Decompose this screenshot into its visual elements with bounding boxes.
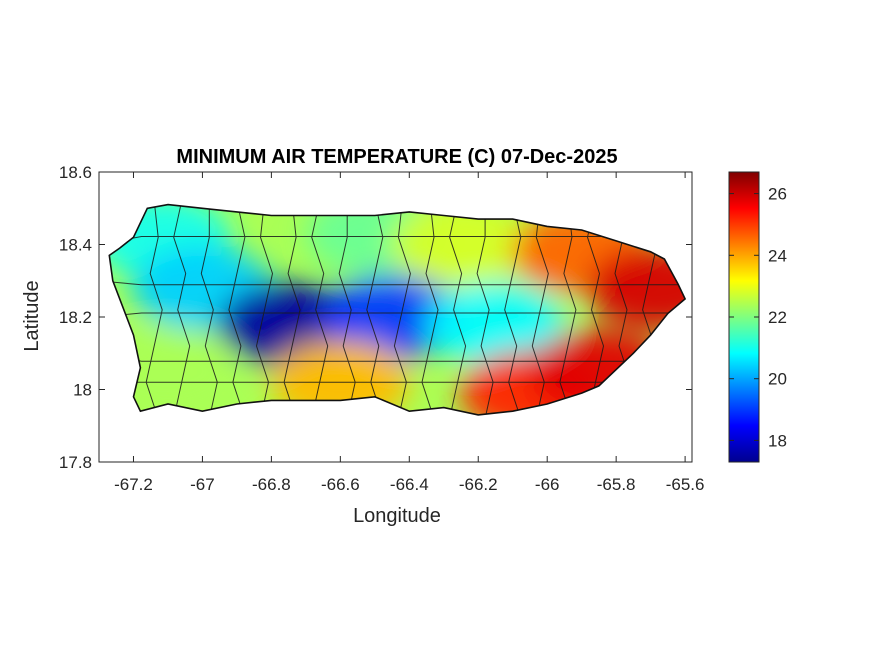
colorbar-tick-label: 20 — [768, 370, 787, 389]
island-outline — [108, 203, 687, 416]
y-tick-label: 18.2 — [59, 308, 92, 327]
x-axis-label: Longitude — [353, 505, 441, 527]
x-tick-label: -65.6 — [666, 475, 705, 494]
x-tick-label: -66.2 — [459, 475, 498, 494]
colorbar-tick-label: 18 — [768, 431, 787, 450]
x-tick-label: -67.2 — [114, 475, 153, 494]
x-tick-label: -66.6 — [321, 475, 360, 494]
chart-title: MINIMUM AIR TEMPERATURE (C) 07-Dec-2025 — [176, 146, 617, 168]
municipality-line — [109, 280, 686, 286]
temperature-region-cordillera-east — [322, 275, 463, 359]
colorbar-tick-label: 24 — [768, 246, 787, 265]
y-tick-label: 18.4 — [59, 236, 92, 255]
colorbar-tick-label: 26 — [768, 185, 787, 204]
colorbar-tick-label: 22 — [768, 308, 787, 327]
municipality-line — [109, 352, 686, 362]
x-tick-label: -66 — [535, 475, 560, 494]
x-tick-label: -67 — [190, 475, 215, 494]
y-tick-label: 18 — [73, 381, 92, 400]
x-tick-label: -66.4 — [390, 475, 429, 494]
temperature-region-east-coast — [587, 246, 686, 330]
y-axis-label: Latitude — [21, 280, 43, 351]
y-tick-label: 18.6 — [59, 163, 92, 182]
colorbar-ticks: 18 20 22 24 26 — [729, 185, 787, 450]
municipality-line — [109, 236, 686, 245]
y-tick-label: 17.8 — [59, 453, 92, 472]
x-tick-label: -66.8 — [252, 475, 291, 494]
temperature-region-north-east-of-center — [391, 204, 531, 287]
municipality-line — [109, 312, 686, 318]
x-tick-label: -65.8 — [597, 475, 636, 494]
y-axis-ticks: 17.8 18 18.2 18.4 18.6 — [59, 163, 692, 472]
x-axis-ticks: -67.2 -67 -66.8 -66.6 -66.4 -66.2 -66 -65.8 -65.… — [114, 172, 704, 494]
temperature-region-eastern-interior — [425, 282, 566, 367]
